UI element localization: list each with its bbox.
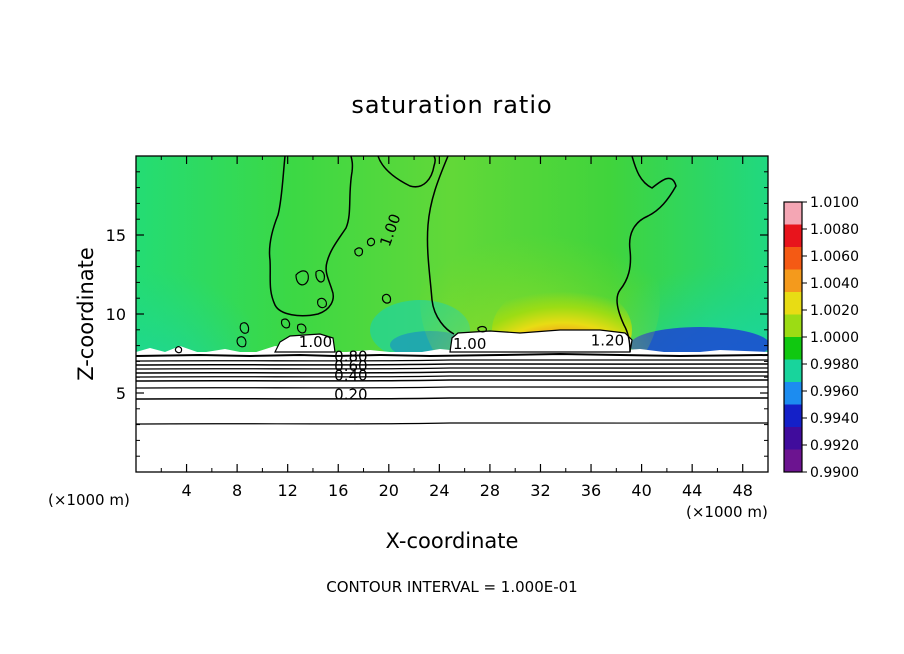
y-tick-label: 5 bbox=[116, 384, 126, 403]
colorbar-tick-label: 1.0000 bbox=[810, 330, 859, 346]
contour-label: 0.80 bbox=[334, 347, 367, 365]
white-cap-right bbox=[449, 329, 633, 353]
contour-line-ground-level bbox=[136, 352, 768, 358]
colorbar-tick-label: 1.0020 bbox=[810, 303, 859, 319]
x-axis-units-right: (×1000 m) bbox=[686, 503, 768, 521]
x-axis: 4 8 12 16 20 24 28 32 36 40 44 48 bbox=[160, 156, 753, 500]
contour-labels: 1.001.000.800.600.400.201.00 1.20 bbox=[299, 211, 624, 403]
contour-line-0-50 bbox=[136, 375, 768, 378]
colorbar-tick-label: 1.0040 bbox=[810, 276, 859, 292]
contour-line-0-30 bbox=[136, 386, 768, 389]
colorbar: 1.0100 1.0080 1.0060 1.0040 1.0020 1.0000 0.99… bbox=[783, 195, 859, 481]
contour-line-0-60 bbox=[136, 370, 768, 374]
contour-line-small-12 bbox=[477, 325, 487, 333]
colorbar-swatch bbox=[784, 247, 802, 270]
contour-label: 0.60 bbox=[334, 357, 367, 375]
white-cap-left bbox=[274, 333, 336, 353]
x-tick-label: 32 bbox=[530, 481, 550, 500]
colorbar-tick-label: 1.0100 bbox=[810, 195, 859, 211]
colorbar-tick-label: 0.9980 bbox=[810, 357, 859, 373]
y-tick-label: 10 bbox=[106, 305, 126, 324]
contour-line-0-40 bbox=[136, 378, 768, 382]
colorbar-tick-label: 0.9940 bbox=[810, 411, 859, 427]
colorbar-swatch bbox=[784, 224, 802, 248]
y-tick-label: 15 bbox=[106, 226, 126, 245]
contour-line-1-00-central bbox=[426, 156, 455, 335]
x-tick-label: 16 bbox=[328, 481, 348, 500]
contour-line-1-00-upper bbox=[377, 156, 436, 188]
x-tick-label: 36 bbox=[581, 481, 601, 500]
contour-line-0-20 bbox=[136, 396, 768, 400]
contour-line-small-1 bbox=[295, 270, 309, 286]
contour-line-small-10 bbox=[296, 323, 307, 334]
contour-line-1-00-left bbox=[268, 156, 354, 317]
colorbar-swatch bbox=[784, 382, 802, 405]
x-tick-label: 12 bbox=[278, 481, 298, 500]
x-tick-label: 28 bbox=[480, 481, 500, 500]
plot-area bbox=[136, 156, 768, 472]
x-tick-label: 20 bbox=[379, 481, 399, 500]
colorbar-tick-label: 0.9920 bbox=[810, 438, 859, 454]
contour-line-small-4 bbox=[366, 237, 376, 247]
lower-layer bbox=[136, 352, 768, 472]
contour-interval-note: CONTOUR INTERVAL = 1.000E-01 bbox=[326, 578, 577, 596]
contour-label: 1.20 bbox=[591, 332, 624, 350]
colorbar-swatch bbox=[784, 314, 802, 338]
contour-label: 1.00 bbox=[299, 333, 332, 351]
contour-line-small-9 bbox=[280, 318, 291, 329]
colorbar-tick-label: 1.0080 bbox=[810, 222, 859, 238]
y-axis-label: Z-coordinate bbox=[74, 247, 98, 381]
colorbar-tick-label: 0.9960 bbox=[810, 384, 859, 400]
colorbar-swatch bbox=[784, 292, 802, 315]
contour-line-small-7 bbox=[239, 322, 250, 334]
contour-lines bbox=[136, 156, 768, 425]
contour-line-0-80 bbox=[136, 362, 768, 366]
contour-line-small-2 bbox=[315, 269, 325, 283]
contour-line-0-70 bbox=[136, 367, 768, 370]
x-tick-label: 4 bbox=[181, 481, 191, 500]
x-tick-label: 24 bbox=[429, 481, 449, 500]
x-axis-label: X-coordinate bbox=[386, 529, 519, 553]
x-tick-label: 48 bbox=[733, 481, 753, 500]
x-tick-label: 40 bbox=[631, 481, 651, 500]
contour-line-1-00-right bbox=[616, 156, 677, 353]
colorbar-swatch bbox=[784, 427, 802, 450]
colorbar-swatch bbox=[784, 269, 802, 293]
contour-line-0-90 bbox=[136, 359, 768, 362]
y-axis: 5 10 15 bbox=[106, 171, 768, 457]
contour-line-small-3 bbox=[354, 247, 364, 257]
contour-label: 0.20 bbox=[334, 385, 367, 403]
contour-label: 1.00 bbox=[453, 335, 486, 353]
colorbar-swatch bbox=[784, 337, 802, 360]
chart-title: saturation ratio bbox=[351, 91, 552, 119]
contour-line-0-10 bbox=[136, 422, 768, 425]
x-axis-units: (×1000 m) bbox=[48, 491, 130, 509]
colorbar-tick-label: 1.0060 bbox=[810, 249, 859, 265]
colorbar-tick-label: 0.9900 bbox=[810, 465, 859, 481]
colorbar-swatch bbox=[784, 359, 802, 383]
colorbar-swatch bbox=[784, 449, 802, 473]
colorbar-swatch bbox=[784, 202, 802, 225]
contour-line-small-8 bbox=[236, 336, 247, 348]
x-tick-label: 8 bbox=[232, 481, 242, 500]
contour-line-small-5 bbox=[381, 293, 392, 304]
contour-label: 0.40 bbox=[334, 366, 367, 384]
x-tick-label: 44 bbox=[682, 481, 702, 500]
colorbar-swatch bbox=[784, 404, 802, 428]
contour-line-small-11 bbox=[174, 346, 183, 354]
contour-line-small-6 bbox=[317, 297, 327, 309]
